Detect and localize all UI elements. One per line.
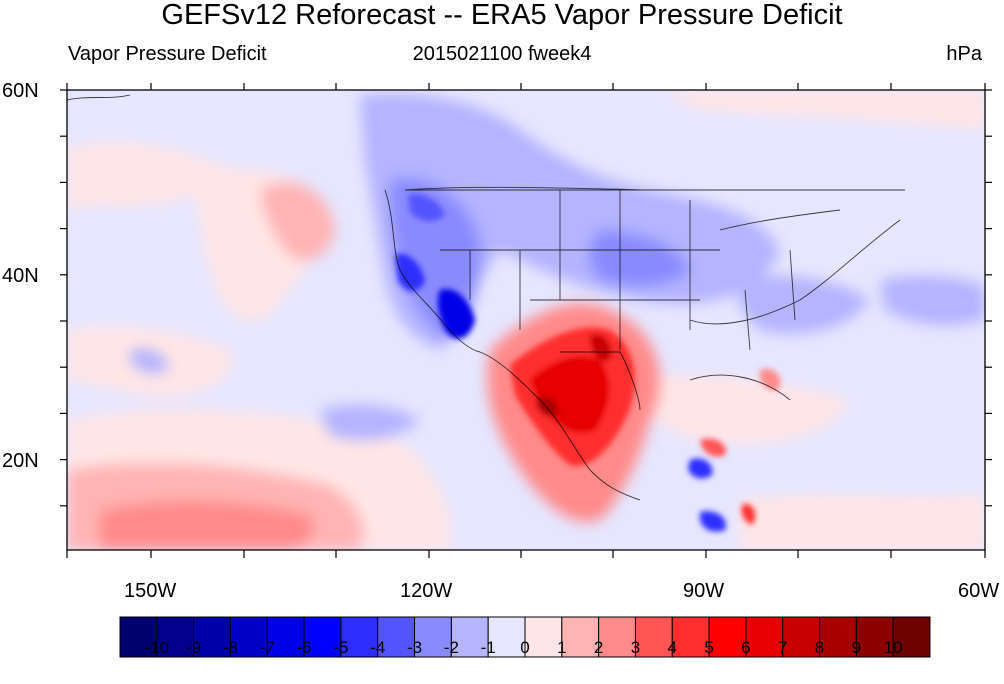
colorbar-swatch xyxy=(782,616,821,658)
colorbar-swatch xyxy=(487,616,526,658)
colorbar-tick-label: -10 xyxy=(144,638,170,657)
colorbar-swatch xyxy=(745,616,784,658)
colorbar-swatch xyxy=(671,616,710,658)
colorbar-swatch xyxy=(634,616,673,658)
lon-label-60w: 60W xyxy=(958,580,1000,602)
colorbar-swatch xyxy=(855,616,894,658)
colorbar-tick-label: -1 xyxy=(480,638,496,657)
vpd-field xyxy=(67,90,985,550)
colorbar-tick-label: 2 xyxy=(593,638,604,657)
forecast-date-label: 2015021100 fweek4 xyxy=(412,43,592,65)
colorbar-tick-label: 5 xyxy=(704,638,714,657)
colorbar-tick-label: 1 xyxy=(557,638,567,657)
colorbar-swatch xyxy=(708,616,747,658)
lat-label-60n: 60N xyxy=(2,80,39,102)
colorbar-swatch xyxy=(414,616,452,658)
colorbar-tick-label: 7 xyxy=(777,638,788,657)
variable-label: Vapor Pressure Deficit xyxy=(68,43,267,65)
colorbar-tick-label: -9 xyxy=(186,638,202,657)
colorbar-tick-label: 8 xyxy=(814,638,825,657)
colorbar-swatch xyxy=(266,616,305,658)
colorbar-tick-label: 10 xyxy=(883,638,903,657)
colorbar-tick-label: -6 xyxy=(296,638,312,657)
colorbar-tick-label: 9 xyxy=(851,638,862,657)
colorbar-tick-label: -3 xyxy=(406,638,423,657)
colorbar-tick-label: -7 xyxy=(259,638,275,657)
colorbar-tick-label: 0 xyxy=(520,638,530,657)
colorbar-tick-label: 4 xyxy=(667,638,677,657)
colorbar-swatch xyxy=(340,616,379,658)
colorbar-swatch xyxy=(598,616,636,658)
lon-label-90w: 90W xyxy=(683,580,725,602)
colorbar-swatch xyxy=(892,616,931,658)
colorbar-tick-label: 6 xyxy=(741,638,751,657)
lon-label-150w: 150W xyxy=(124,580,177,602)
map-title: GEFSv12 Reforecast -- ERA5 Vapor Pressur… xyxy=(161,0,843,31)
units-label: hPa xyxy=(946,43,982,65)
colorbar-swatch xyxy=(119,616,158,658)
colorbar-tick-label: -8 xyxy=(222,638,239,657)
colorbar-tick-label: -5 xyxy=(333,638,349,657)
colorbar-tick-label: -2 xyxy=(443,638,459,657)
colorbar-tick-label: 3 xyxy=(630,638,641,657)
lat-label-40n: 40N xyxy=(2,265,39,287)
colorbar-swatch xyxy=(819,616,857,658)
colorbar-swatch xyxy=(450,616,489,658)
colorbar-swatch xyxy=(229,616,268,658)
colorbar-swatch xyxy=(561,616,600,658)
colorbar-swatch xyxy=(156,616,195,658)
lon-label-120w: 120W xyxy=(400,580,453,602)
colorbar-swatch xyxy=(193,616,231,658)
colorbar-swatch xyxy=(524,616,563,658)
colorbar-tick-label: -4 xyxy=(370,638,386,657)
lat-label-20n: 20N xyxy=(2,450,39,472)
